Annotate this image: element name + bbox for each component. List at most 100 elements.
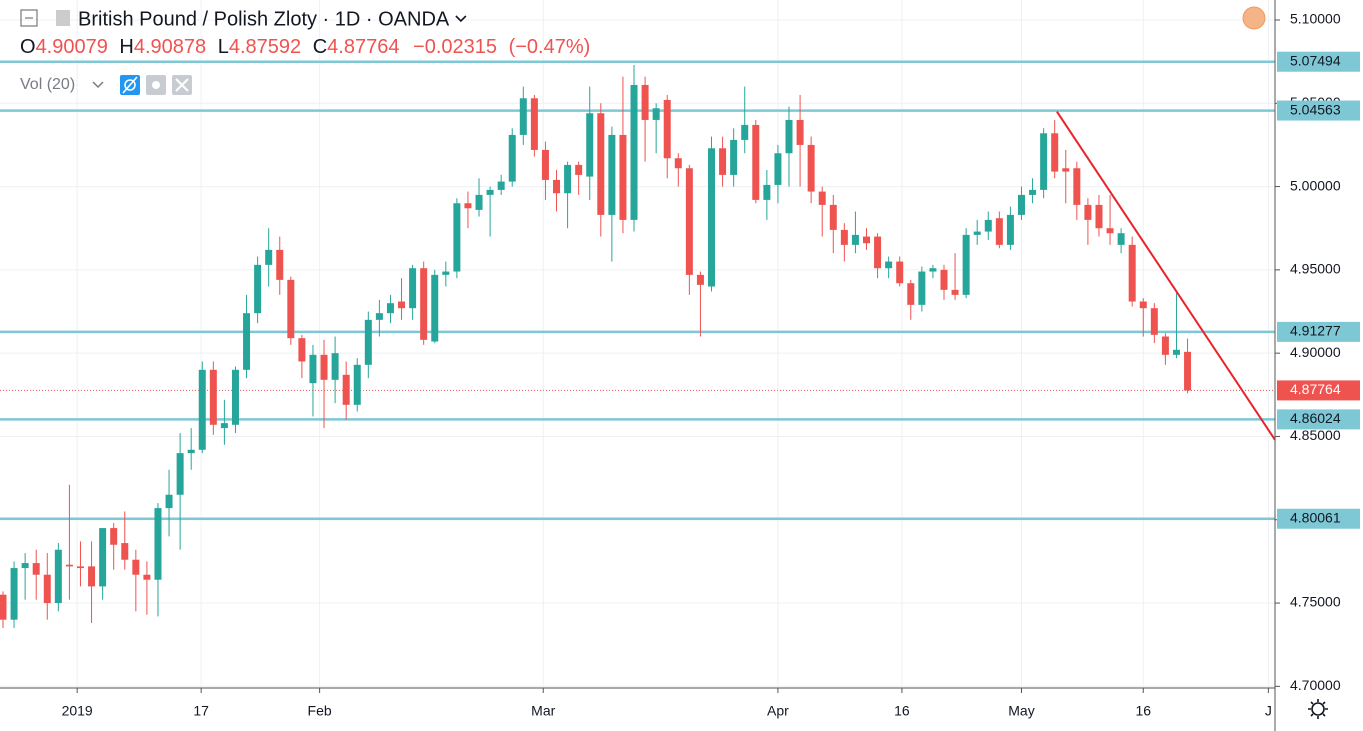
ohlc-label: C xyxy=(313,36,327,58)
candle-body xyxy=(1172,349,1180,355)
candle-body xyxy=(353,364,361,405)
candle-body xyxy=(685,168,693,275)
candle-body xyxy=(65,564,73,567)
level-label-box xyxy=(1277,51,1360,72)
candle-body xyxy=(1106,228,1114,234)
candle-body xyxy=(973,231,981,235)
candle-body xyxy=(962,234,970,295)
candle-body xyxy=(575,164,583,175)
x-tick-label: Mar xyxy=(531,703,555,719)
candle-body xyxy=(553,179,561,194)
chart-title[interactable]: British Pound / Polish Zloty · 1D · OAND… xyxy=(78,8,450,30)
y-tick-label: 4.90000 xyxy=(1290,344,1341,360)
settings-gear-teeth xyxy=(1308,699,1328,719)
level-label-box xyxy=(1277,508,1360,529)
change-pct: (−0.47%) xyxy=(509,36,591,58)
candle-body xyxy=(929,268,937,272)
candle-body xyxy=(265,249,273,265)
candle-body xyxy=(21,563,29,569)
candle-body xyxy=(209,369,217,425)
candle-body xyxy=(99,528,107,587)
candle-body xyxy=(1006,214,1014,245)
candle-body xyxy=(420,268,428,340)
candle-body xyxy=(630,84,638,220)
candle-body xyxy=(1051,133,1059,172)
candle-body xyxy=(1139,301,1147,309)
candle-body xyxy=(0,594,7,620)
y-tick-label: 5.10000 xyxy=(1290,11,1341,27)
collapse-icon[interactable] xyxy=(20,9,38,27)
y-tick-label: 5.00000 xyxy=(1290,177,1341,193)
candle-body xyxy=(76,566,84,569)
candle-body xyxy=(486,189,494,195)
candle-body xyxy=(1040,133,1048,190)
status-indicator[interactable] xyxy=(1242,6,1266,30)
candle-body xyxy=(763,184,771,200)
candle-body xyxy=(519,98,527,135)
level-label-box xyxy=(1277,100,1360,121)
candle-body xyxy=(475,194,483,210)
candle-body xyxy=(1029,189,1037,195)
ohlc-value: 4.90079 xyxy=(36,36,108,58)
candle-body xyxy=(608,134,616,215)
y-tick-label: 4.85000 xyxy=(1290,427,1341,443)
level-label: 5.07494 xyxy=(1290,52,1341,68)
candle-body xyxy=(375,313,383,320)
hide-icon-eye xyxy=(124,79,136,91)
candle-body xyxy=(1017,194,1025,215)
candle-body xyxy=(719,148,727,175)
candle-body xyxy=(386,303,394,314)
level-label-box xyxy=(1277,321,1360,342)
candle-body xyxy=(730,139,738,175)
x-tick-label: 16 xyxy=(1135,703,1151,719)
candle-body xyxy=(995,218,1003,245)
settings-gear[interactable] xyxy=(1311,702,1325,716)
x-tick-label: 2019 xyxy=(62,703,93,719)
candle-body xyxy=(464,203,472,209)
candle-body xyxy=(741,124,749,140)
x-tick-label: Feb xyxy=(308,703,332,719)
title-dropdown[interactable] xyxy=(455,15,467,23)
change: −0.02315 xyxy=(413,36,497,58)
x-tick-label: Apr xyxy=(767,703,789,719)
ohlc-line: O4.90079 H4.90878 L4.87592 C4.87764 −0.0… xyxy=(20,36,590,58)
candle-body xyxy=(674,158,682,169)
candle-body xyxy=(497,181,505,190)
candle-body xyxy=(530,98,538,150)
candle-body xyxy=(243,313,251,370)
level-label-box xyxy=(1277,409,1360,430)
level-label: 4.86024 xyxy=(1290,410,1341,426)
candle-body xyxy=(442,271,450,275)
candle-body xyxy=(409,268,417,309)
trend-line xyxy=(1056,111,1276,441)
candle-body xyxy=(874,236,882,269)
candle-body xyxy=(1095,204,1103,229)
candle-body xyxy=(431,274,439,342)
candle-body xyxy=(287,279,295,339)
candle-body xyxy=(508,134,516,182)
candle-body xyxy=(796,119,804,145)
candle-body xyxy=(807,144,815,192)
candle-body xyxy=(984,219,992,232)
candle-body xyxy=(276,249,284,280)
x-tick-label: 17 xyxy=(193,703,209,719)
indicator-label[interactable]: Vol (20) xyxy=(20,76,75,93)
indicator-dropdown[interactable] xyxy=(92,81,104,89)
candle-body xyxy=(885,261,893,269)
candle-body xyxy=(198,369,206,450)
remove-icon-x xyxy=(175,78,189,92)
candle-body xyxy=(951,289,959,295)
candle-body xyxy=(298,338,306,362)
y-tick-label: 4.70000 xyxy=(1290,677,1341,693)
candle-body xyxy=(231,369,239,425)
candle-body xyxy=(110,528,118,545)
candle-body xyxy=(774,153,782,185)
candle-body xyxy=(586,113,594,177)
candle-body xyxy=(752,124,760,200)
candle-body xyxy=(254,264,262,314)
level-label: 5.04563 xyxy=(1290,101,1341,117)
candle-body xyxy=(121,543,129,560)
candle-body xyxy=(708,148,716,287)
